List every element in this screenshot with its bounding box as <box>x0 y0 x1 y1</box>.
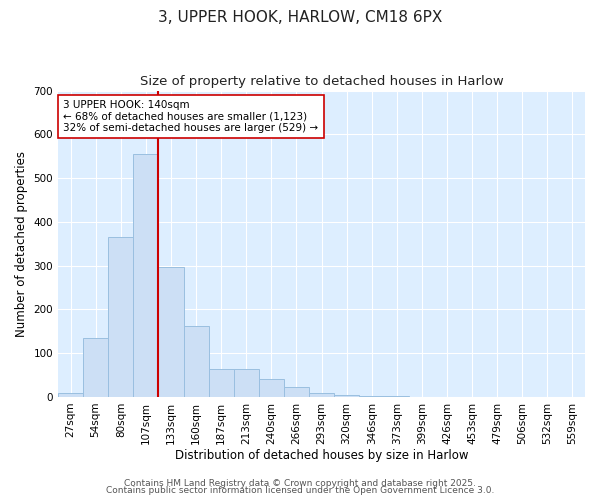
Bar <box>108 237 133 397</box>
Text: 3 UPPER HOOK: 140sqm
← 68% of detached houses are smaller (1,123)
32% of semi-de: 3 UPPER HOOK: 140sqm ← 68% of detached h… <box>64 100 319 133</box>
Bar <box>233 368 259 397</box>
Bar <box>83 338 108 397</box>
Bar <box>209 368 233 397</box>
Bar <box>384 396 409 397</box>
Bar <box>309 392 334 397</box>
Bar <box>133 154 158 397</box>
Bar <box>284 388 309 397</box>
Bar <box>158 266 184 397</box>
Y-axis label: Number of detached properties: Number of detached properties <box>15 151 28 337</box>
Text: 3, UPPER HOOK, HARLOW, CM18 6PX: 3, UPPER HOOK, HARLOW, CM18 6PX <box>158 10 442 25</box>
Text: Contains public sector information licensed under the Open Government Licence 3.: Contains public sector information licen… <box>106 486 494 495</box>
X-axis label: Distribution of detached houses by size in Harlow: Distribution of detached houses by size … <box>175 450 468 462</box>
Title: Size of property relative to detached houses in Harlow: Size of property relative to detached ho… <box>140 75 503 88</box>
Bar <box>259 380 284 397</box>
Bar <box>184 326 209 397</box>
Bar <box>58 394 83 397</box>
Bar <box>359 396 384 397</box>
Text: Contains HM Land Registry data © Crown copyright and database right 2025.: Contains HM Land Registry data © Crown c… <box>124 478 476 488</box>
Bar <box>334 395 359 397</box>
